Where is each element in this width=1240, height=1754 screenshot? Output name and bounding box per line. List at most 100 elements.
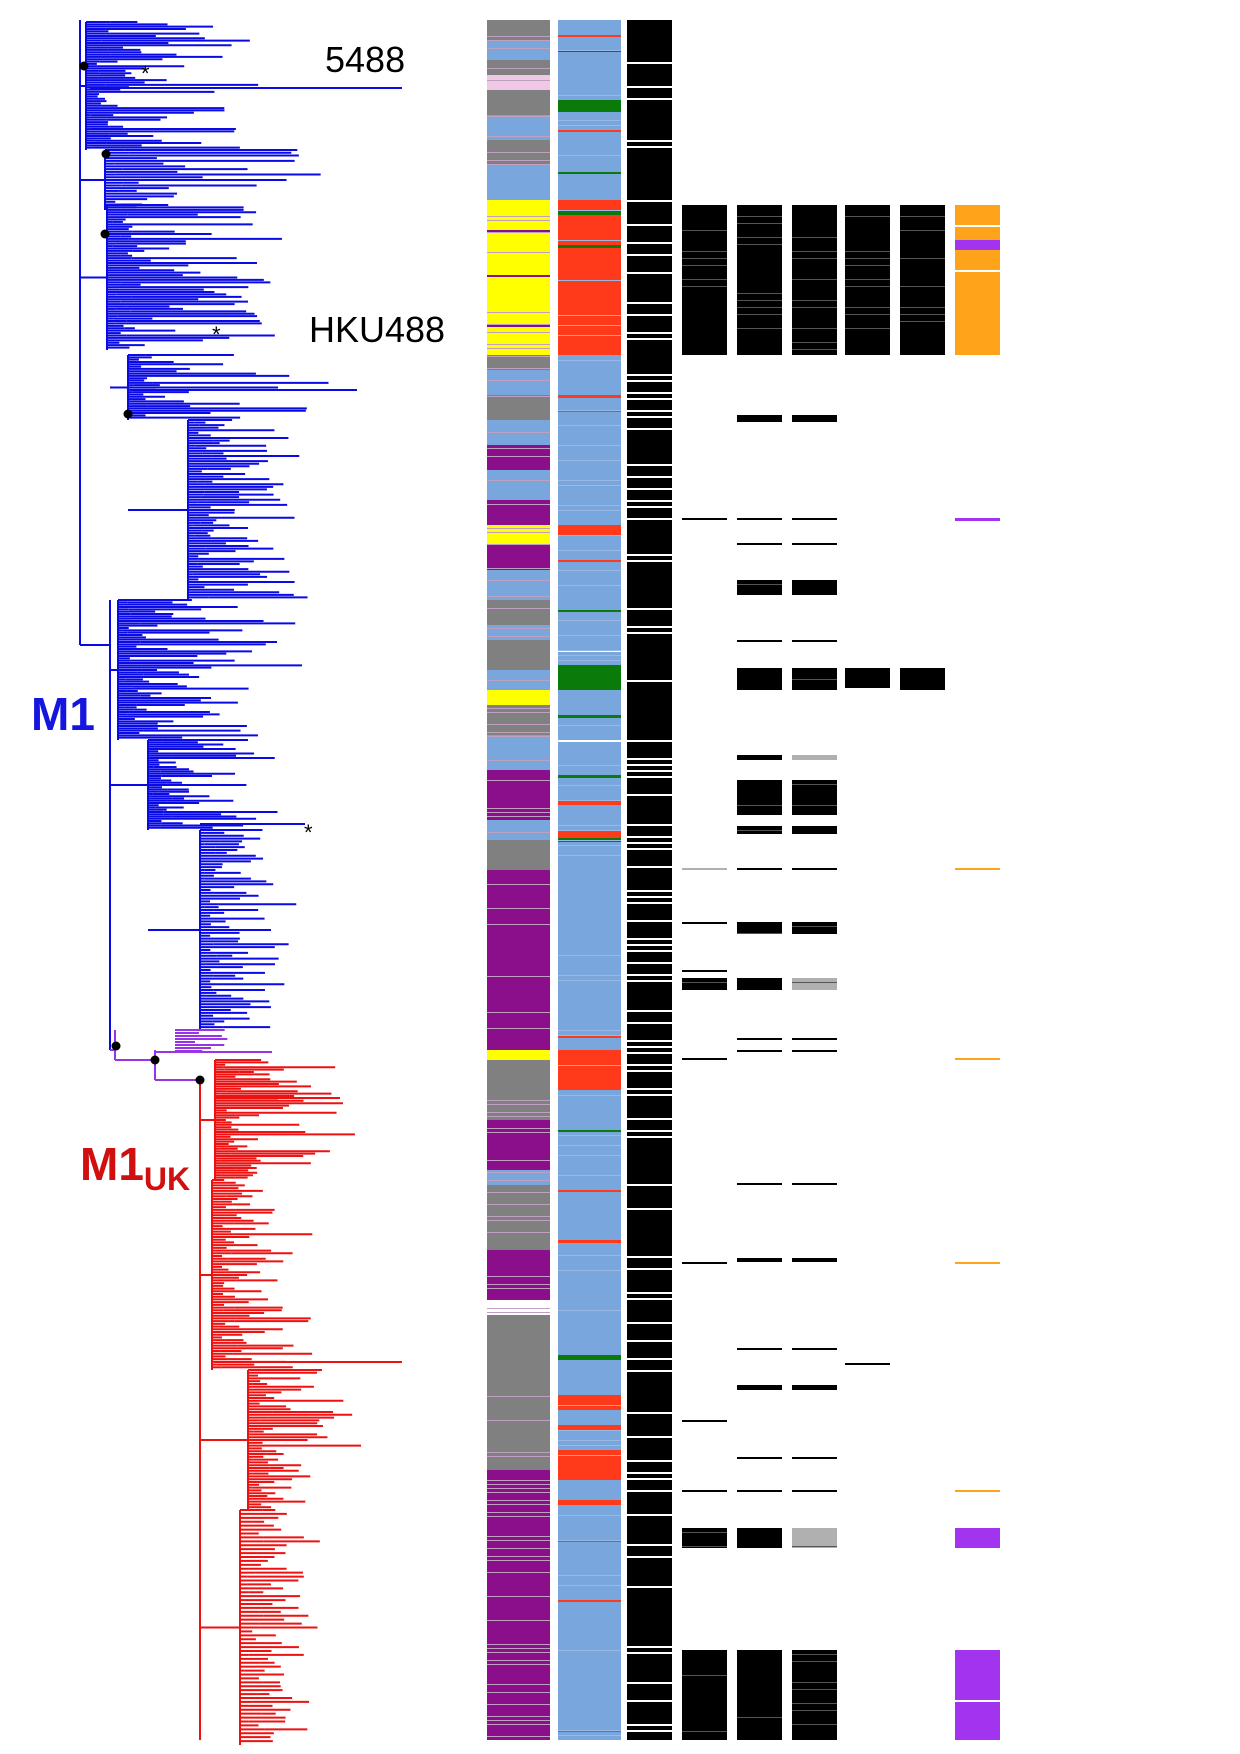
strip1-segment (487, 90, 550, 115)
strip5-bar-row (737, 223, 782, 224)
strip1-row (487, 1132, 550, 1133)
strip5-bar-row (737, 237, 782, 238)
strip2-row (558, 620, 621, 621)
strip1-row (487, 1572, 550, 1573)
strip1-row (487, 40, 550, 41)
strip1-row (487, 1684, 550, 1685)
strip7-bar-row (845, 251, 890, 252)
strip2-segment (558, 665, 621, 690)
strip6-bar-row (792, 349, 837, 350)
strip1-row (487, 36, 550, 37)
strip9-bar (955, 1058, 1000, 1060)
strip2-row (558, 120, 621, 121)
strip2-segment (558, 35, 621, 37)
strip1-row (487, 1456, 550, 1457)
strip1-row (487, 1540, 550, 1541)
strip2-row (558, 840, 621, 841)
strip3-row (627, 314, 672, 316)
strip1-segment (487, 525, 550, 545)
strip5-bar (737, 543, 782, 545)
strip3-row (627, 1256, 672, 1258)
strip2-row (558, 335, 621, 336)
strip1-segment (487, 770, 550, 820)
strip1-segment (487, 370, 550, 395)
strip2-row (558, 1515, 621, 1516)
strip8-bar-row (900, 307, 945, 308)
strip1-segment (487, 200, 550, 355)
strip1-row (487, 1556, 550, 1557)
strip4-bar-row (682, 251, 727, 252)
strip3-row (627, 770, 672, 772)
strip2-row (558, 650, 621, 651)
strip5-bar (737, 1490, 782, 1492)
strip2-row (558, 830, 621, 831)
strip2-row (558, 1135, 621, 1136)
strip3-row (627, 1514, 672, 1516)
strip1-row (487, 356, 550, 357)
strip8-bar-row (900, 258, 945, 259)
strip2-row (558, 855, 621, 856)
strip3-row (627, 1292, 672, 1294)
strip2-row (558, 485, 621, 486)
strip1-row (487, 1692, 550, 1693)
strip1-row (487, 136, 550, 137)
strip5-bar (737, 755, 782, 760)
strip6-bar-row (792, 258, 837, 259)
strip1-segment (487, 20, 550, 40)
strip2-segment (558, 395, 621, 398)
strip1-segment (487, 1120, 550, 1170)
strip6-bar (792, 543, 837, 545)
strip6-bar-row (792, 1710, 837, 1711)
strip1-segment (487, 500, 550, 525)
strip3-row (627, 1478, 672, 1480)
strip1-row (487, 816, 550, 817)
strip5-bar-row (737, 293, 782, 294)
strip2-row (558, 585, 621, 586)
strip3-row (627, 1370, 672, 1372)
strip1-row (487, 1116, 550, 1117)
strip3-row (627, 518, 672, 520)
strip3-row (627, 1724, 672, 1726)
strip3-base (627, 20, 672, 1740)
strip3-row (627, 1010, 672, 1012)
strip3-row (627, 836, 672, 838)
strip1-row (487, 1104, 550, 1105)
annotation-strip-6 (792, 205, 837, 1740)
strip4-bar-row (682, 265, 727, 266)
strip3-row (627, 224, 672, 226)
strip5-bar (737, 1650, 782, 1740)
strip1-row (487, 368, 550, 369)
strip6-bar (792, 1457, 837, 1459)
strip4-bar (682, 1528, 727, 1548)
strip6-bar (792, 1385, 837, 1390)
strip2-segment (558, 172, 621, 174)
strip5-bar-row (737, 314, 782, 315)
strip3-row (627, 506, 672, 508)
strip6-bar (792, 1528, 837, 1548)
strip1-segment (487, 1170, 550, 1185)
strip5-bar (737, 640, 782, 642)
strip1-segment (487, 625, 550, 640)
annotation-strip-5 (737, 205, 782, 1740)
strip9-bar (955, 1262, 1000, 1264)
strip2-row (558, 1405, 621, 1406)
strip2-row (558, 980, 621, 981)
strip1-segment (487, 1315, 550, 1470)
strip6-bar (792, 580, 837, 595)
strip2-row (558, 975, 621, 976)
strip3-row (627, 1070, 672, 1072)
strip9-bar (955, 240, 1000, 250)
strip3-row (627, 272, 672, 274)
strip2-row (558, 1310, 621, 1311)
strip1-segment (487, 690, 550, 705)
strip7-bar-row (845, 216, 890, 217)
strip3-row (627, 62, 672, 64)
strip2-row (558, 1095, 621, 1096)
strip3-row (627, 1046, 672, 1048)
strip2-segment (558, 740, 621, 742)
strip3-row (627, 1268, 672, 1270)
strip2-row (558, 570, 621, 571)
strip4-bar-row (682, 279, 727, 280)
strip3-row (627, 416, 672, 418)
strip3-row (627, 1490, 672, 1492)
